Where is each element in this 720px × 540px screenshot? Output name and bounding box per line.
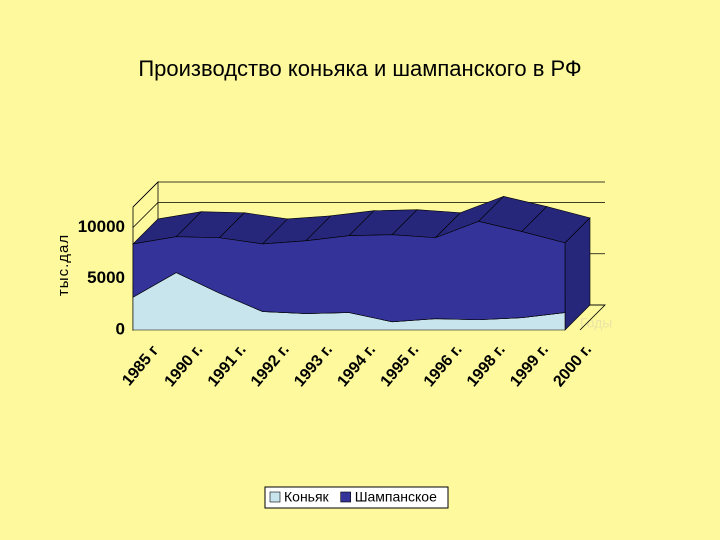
y-tick-label: 10000	[78, 217, 125, 236]
legend-swatch	[269, 491, 281, 503]
legend	[264, 486, 449, 509]
y-tick-label: 5000	[87, 268, 125, 287]
area	[132, 221, 566, 323]
grid-line	[132, 202, 605, 228]
y-tick-label: 0	[116, 319, 125, 338]
chart-title: Производство коньяка и шампанского в РФ	[138, 56, 581, 81]
grid-line	[132, 181, 605, 208]
legend-swatch	[340, 491, 351, 503]
legend-label: Коньяк	[284, 489, 330, 505]
x-axis-label: Годы	[580, 315, 612, 331]
legend-label: Шампанское	[355, 489, 437, 505]
y-axis-label: тыс.дал	[55, 234, 72, 296]
